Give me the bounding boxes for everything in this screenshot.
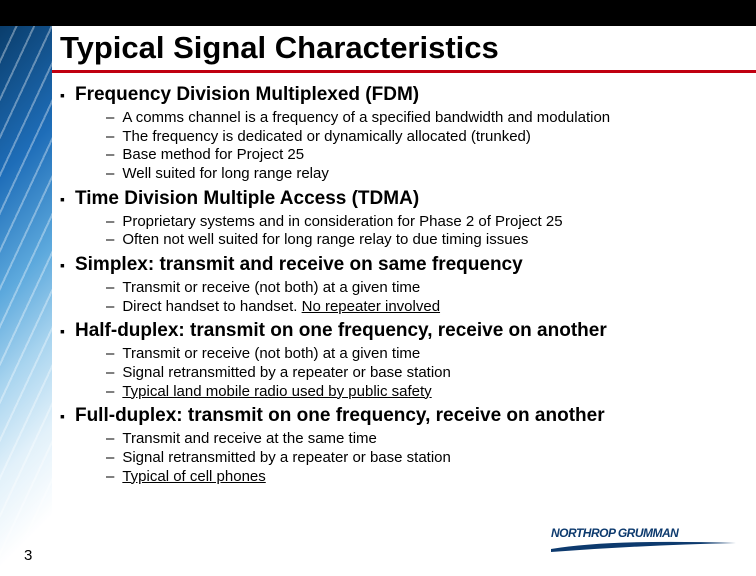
item-text: Typical land mobile radio used by public… bbox=[122, 383, 431, 402]
dash-icon: – bbox=[106, 128, 114, 147]
list-item: –Typical land mobile radio used by publi… bbox=[106, 383, 740, 402]
top-black-band bbox=[0, 0, 756, 26]
item-text: Transmit and receive at the same time bbox=[122, 430, 377, 449]
dash-icon: – bbox=[106, 449, 114, 468]
list-item: –Proprietary systems and in consideratio… bbox=[106, 213, 740, 232]
dash-icon: – bbox=[106, 383, 114, 402]
section-heading: ▪ Full-duplex: transmit on one frequency… bbox=[60, 405, 740, 428]
item-text: A comms channel is a frequency of a spec… bbox=[122, 109, 610, 128]
section-heading: ▪ Simplex: transmit and receive on same … bbox=[60, 254, 740, 277]
dash-icon: – bbox=[106, 109, 114, 128]
dash-icon: – bbox=[106, 213, 114, 232]
slide-title: Typical Signal Characteristics bbox=[60, 30, 499, 66]
list-item: –The frequency is dedicated or dynamical… bbox=[106, 128, 740, 147]
list-item: –Typical of cell phones bbox=[106, 468, 740, 487]
heading-text: Full-duplex: transmit on one frequency, … bbox=[75, 405, 605, 428]
slide-content: ▪ Frequency Division Multiplexed (FDM) –… bbox=[60, 84, 740, 490]
item-text: Signal retransmitted by a repeater or ba… bbox=[122, 449, 451, 468]
item-text: Often not well suited for long range rel… bbox=[122, 231, 528, 250]
list-item: –A comms channel is a frequency of a spe… bbox=[106, 109, 740, 128]
list-item: –Transmit and receive at the same time bbox=[106, 430, 740, 449]
dash-icon: – bbox=[106, 468, 114, 487]
sub-list: –Transmit and receive at the same time –… bbox=[106, 430, 740, 486]
logo-text: NORTHROP GRUMMAN bbox=[551, 526, 736, 540]
northrop-grumman-logo: NORTHROP GRUMMAN bbox=[551, 526, 736, 558]
item-text: Typical of cell phones bbox=[122, 468, 265, 487]
logo-swoosh-icon bbox=[551, 539, 736, 553]
dash-icon: – bbox=[106, 146, 114, 165]
dash-icon: – bbox=[106, 298, 114, 317]
item-text: The frequency is dedicated or dynamicall… bbox=[122, 128, 531, 147]
title-underline bbox=[52, 70, 756, 73]
item-text: Transmit or receive (not both) at a give… bbox=[122, 345, 420, 364]
page-number: 3 bbox=[24, 547, 32, 564]
item-text: Signal retransmitted by a repeater or ba… bbox=[122, 364, 451, 383]
item-text: Transmit or receive (not both) at a give… bbox=[122, 279, 420, 298]
square-bullet-icon: ▪ bbox=[60, 188, 65, 210]
square-bullet-icon: ▪ bbox=[60, 320, 65, 342]
heading-text: Half-duplex: transmit on one frequency, … bbox=[75, 320, 607, 343]
dash-icon: – bbox=[106, 165, 114, 184]
heading-text: Frequency Division Multiplexed (FDM) bbox=[75, 84, 419, 107]
sub-list: –Transmit or receive (not both) at a giv… bbox=[106, 345, 740, 401]
list-item: –Transmit or receive (not both) at a giv… bbox=[106, 345, 740, 364]
section-simplex: ▪ Simplex: transmit and receive on same … bbox=[60, 254, 740, 316]
square-bullet-icon: ▪ bbox=[60, 254, 65, 276]
item-text: Well suited for long range relay bbox=[122, 165, 329, 184]
square-bullet-icon: ▪ bbox=[60, 84, 65, 106]
section-fdm: ▪ Frequency Division Multiplexed (FDM) –… bbox=[60, 84, 740, 184]
heading-text: Time Division Multiple Access (TDMA) bbox=[75, 188, 419, 211]
list-item: –Often not well suited for long range re… bbox=[106, 231, 740, 250]
list-item: –Signal retransmitted by a repeater or b… bbox=[106, 449, 740, 468]
list-item: –Direct handset to handset. No repeater … bbox=[106, 298, 740, 317]
section-full-duplex: ▪ Full-duplex: transmit on one frequency… bbox=[60, 405, 740, 486]
dash-icon: – bbox=[106, 430, 114, 449]
dash-icon: – bbox=[106, 345, 114, 364]
section-half-duplex: ▪ Half-duplex: transmit on one frequency… bbox=[60, 320, 740, 401]
list-item: –Well suited for long range relay bbox=[106, 165, 740, 184]
item-text: Proprietary systems and in consideration… bbox=[122, 213, 562, 232]
heading-text: Simplex: transmit and receive on same fr… bbox=[75, 254, 523, 277]
section-tdma: ▪ Time Division Multiple Access (TDMA) –… bbox=[60, 188, 740, 250]
item-text: Base method for Project 25 bbox=[122, 146, 304, 165]
item-text: Direct handset to handset. No repeater i… bbox=[122, 298, 440, 317]
sub-list: –Proprietary systems and in consideratio… bbox=[106, 213, 740, 251]
section-heading: ▪ Frequency Division Multiplexed (FDM) bbox=[60, 84, 740, 107]
list-item: –Transmit or receive (not both) at a giv… bbox=[106, 279, 740, 298]
list-item: –Signal retransmitted by a repeater or b… bbox=[106, 364, 740, 383]
square-bullet-icon: ▪ bbox=[60, 405, 65, 427]
sub-list: –Transmit or receive (not both) at a giv… bbox=[106, 279, 740, 317]
dash-icon: – bbox=[106, 364, 114, 383]
section-heading: ▪ Half-duplex: transmit on one frequency… bbox=[60, 320, 740, 343]
side-decorative-graphic bbox=[0, 26, 52, 576]
dash-icon: – bbox=[106, 231, 114, 250]
sub-list: –A comms channel is a frequency of a spe… bbox=[106, 109, 740, 184]
section-heading: ▪ Time Division Multiple Access (TDMA) bbox=[60, 188, 740, 211]
dash-icon: – bbox=[106, 279, 114, 298]
list-item: –Base method for Project 25 bbox=[106, 146, 740, 165]
